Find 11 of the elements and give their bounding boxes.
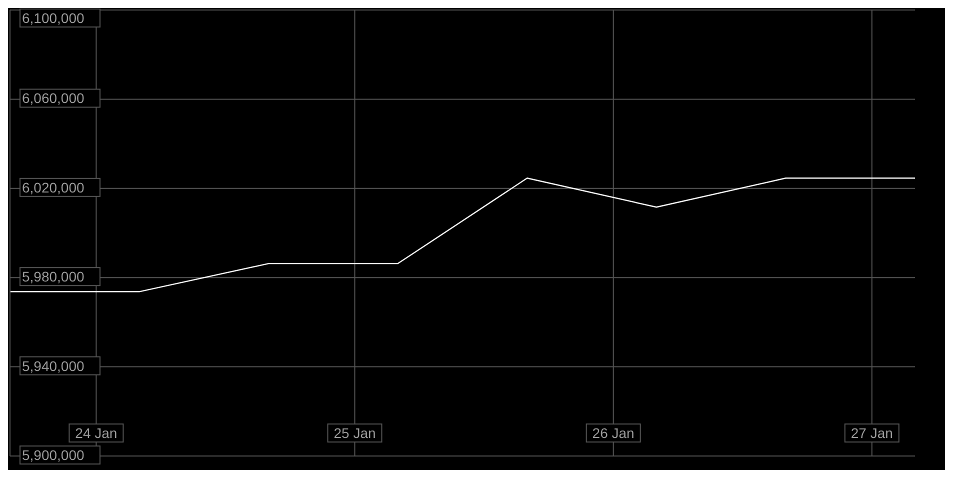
y-tick-label: 6,100,000 — [22, 10, 84, 26]
y-tick-label: 5,900,000 — [22, 447, 84, 463]
x-tick-label: 25 Jan — [334, 425, 376, 441]
x-tick-label: 26 Jan — [592, 425, 634, 441]
y-tick-label: 6,020,000 — [22, 179, 84, 196]
line-series — [10, 178, 915, 292]
y-tick-label: 6,060,000 — [22, 90, 84, 106]
x-tick-label: 24 Jan — [75, 425, 118, 441]
y-tick-label: 5,940,000 — [22, 358, 84, 374]
y-tick-label: 5,980,000 — [22, 268, 84, 285]
x-tick-label: 27 Jan — [850, 425, 893, 441]
